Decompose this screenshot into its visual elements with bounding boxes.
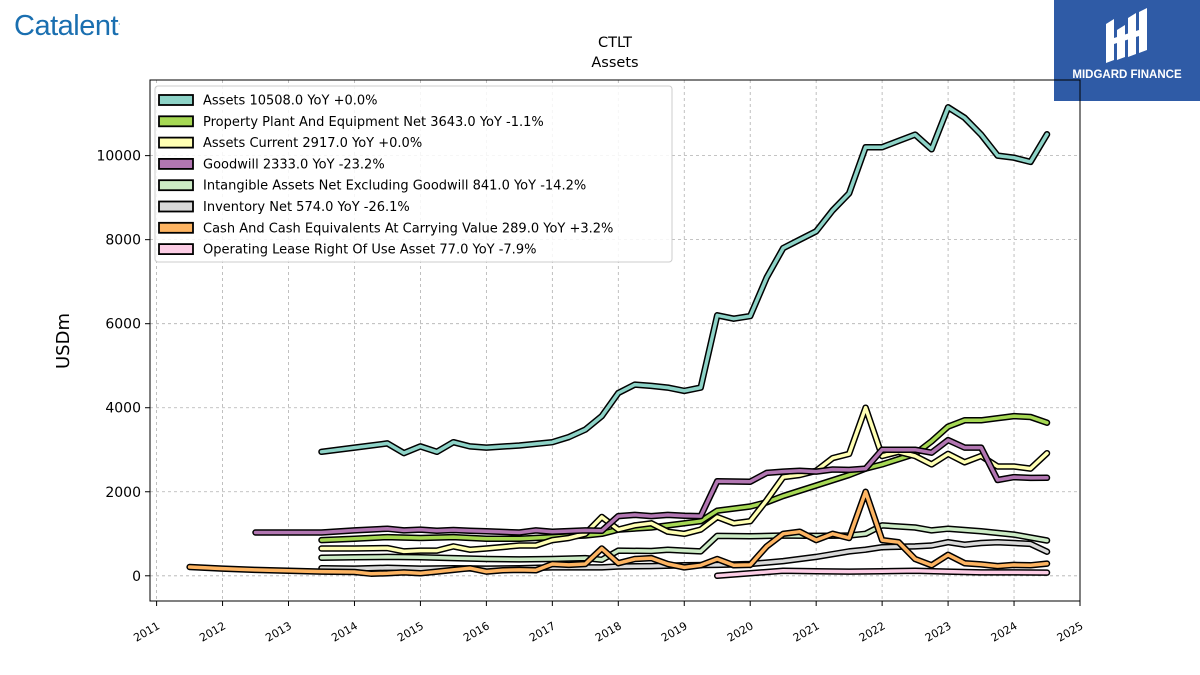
- x-tick-label: 2019: [659, 619, 690, 644]
- x-tick-label: 2018: [593, 619, 624, 644]
- x-tick-label: 2025: [1055, 619, 1086, 644]
- series-outline: [252, 436, 1051, 536]
- x-tick-label: 2015: [395, 619, 426, 644]
- x-tick-label: 2024: [989, 619, 1020, 644]
- x-tick-label: 2017: [527, 619, 558, 644]
- y-tick-label: 4000: [105, 401, 141, 417]
- x-tick-label: 2013: [263, 619, 294, 644]
- x-tick-label: 2016: [461, 619, 492, 644]
- legend-swatch: [158, 136, 194, 149]
- legend-swatch: [158, 115, 194, 128]
- series-line: [319, 414, 1049, 542]
- legend-entry: Assets Current 2917.0 YoY +0.0%: [203, 136, 422, 151]
- midgard-finance-logo: MIDGARD FINANCE: [1054, 0, 1200, 101]
- legend-entry: Intangible Assets Net Excluding Goodwill…: [203, 179, 586, 194]
- legend: Assets 10508.0 YoY +0.0% Property Plant A…: [154, 85, 673, 263]
- y-tick-label: 2000: [105, 485, 141, 501]
- series-line: [319, 523, 1049, 562]
- midgard-emblem-icon: [1106, 8, 1147, 63]
- chart-subtitle: Assets: [591, 55, 638, 71]
- legend-swatch: [158, 179, 194, 192]
- series-line: [715, 568, 1049, 578]
- y-tick-label: 10000: [96, 149, 141, 165]
- series-line: [319, 105, 1049, 455]
- x-tick-label: 2022: [857, 619, 888, 644]
- plot-frame: [149, 79, 1081, 602]
- y-tick-label: 6000: [105, 317, 141, 333]
- legend-entry: Property Plant And Equipment Net 3643.0 …: [203, 115, 544, 130]
- series-lines: [186, 104, 1051, 580]
- legend-swatch: [158, 200, 194, 213]
- legend-swatch: [158, 94, 194, 106]
- series-line: [319, 405, 1049, 554]
- legend-entry: Cash And Cash Equivalents At Carrying Va…: [203, 221, 613, 236]
- x-tick-label: 2023: [923, 619, 954, 644]
- legend-entry: Assets 10508.0 YoY +0.0%: [203, 94, 378, 109]
- y-tick-label: 0: [132, 569, 141, 585]
- x-tick-label: 2014: [329, 619, 360, 644]
- legend-box: [154, 85, 673, 263]
- x-tick-label: 2020: [725, 619, 756, 644]
- legend-swatch: [158, 157, 194, 170]
- catalent-logo-text: Catalent: [14, 10, 119, 42]
- y-axis-label: USDm: [53, 313, 74, 369]
- series-line: [187, 490, 1049, 576]
- legend-entry: Goodwill 2333.0 YoY -23.2%: [203, 157, 385, 172]
- x-tick-label: 2011: [131, 619, 162, 644]
- legend-entry: Inventory Net 574.0 YoY -26.1%: [203, 200, 410, 215]
- y-tick-label: 8000: [105, 233, 141, 249]
- legend-entry: Operating Lease Right Of Use Asset 77.0 …: [203, 243, 536, 258]
- midgard-finance-brand-text: MIDGARD FINANCE: [1072, 69, 1182, 81]
- catalent-logo: Catalent.: [14, 10, 121, 43]
- x-tick-label: 2021: [791, 619, 822, 644]
- legend-swatch: [158, 243, 194, 256]
- chart-title: CTLT: [598, 35, 632, 51]
- trademark-mark: .: [118, 16, 121, 27]
- legend-swatch: [158, 221, 194, 234]
- x-tick-label: 2012: [197, 619, 228, 644]
- series-line: [253, 438, 1049, 535]
